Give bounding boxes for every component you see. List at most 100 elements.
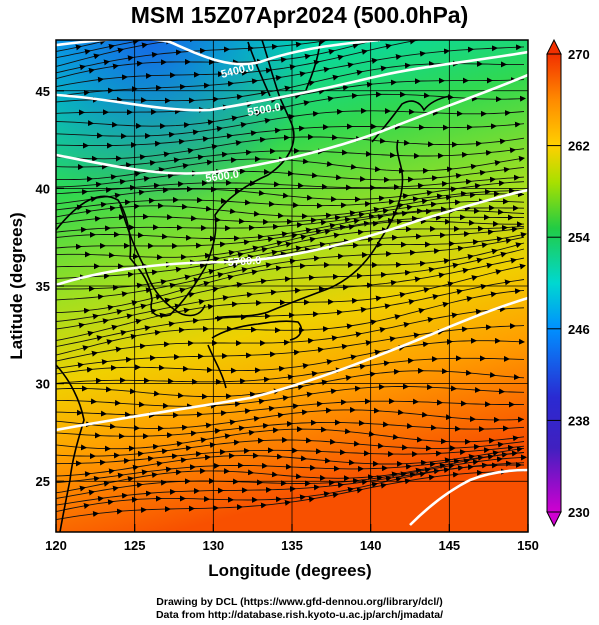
- page-title: MSM 15Z07Apr2024 (500.0hPa): [130, 2, 469, 28]
- wind-arrow: [295, 245, 302, 252]
- wind-arrow: [490, 291, 497, 298]
- streamline: [56, 157, 525, 181]
- wind-arrow: [278, 365, 285, 372]
- wind-arrow: [359, 363, 366, 370]
- wind-arrow: [271, 249, 278, 256]
- wind-arrow: [518, 155, 525, 162]
- wind-arrow: [246, 291, 253, 298]
- wind-arrow: [406, 204, 413, 211]
- wind-arrow: [321, 379, 328, 386]
- wind-arrow: [252, 245, 259, 252]
- wind-arrow: [237, 251, 244, 258]
- wind-arrow: [103, 59, 110, 66]
- wind-arrow: [235, 140, 242, 146]
- wind-arrow: [423, 287, 430, 293]
- wind-arrow: [331, 335, 338, 342]
- wind-arrow: [151, 269, 158, 276]
- wind-arrow: [92, 511, 99, 517]
- wind-arrow: [433, 248, 440, 255]
- wind-arrow: [380, 482, 387, 489]
- x-tick-label: 150: [517, 538, 539, 553]
- wind-arrow: [281, 231, 288, 238]
- x-tick-label: 145: [438, 538, 460, 553]
- wind-arrow: [503, 166, 510, 173]
- wind-arrow: [413, 332, 420, 339]
- wind-arrow: [171, 453, 178, 460]
- wind-arrow: [183, 307, 190, 314]
- wind-arrow: [234, 401, 241, 408]
- credit-data: Data from http://database.rish.kyoto-u.a…: [155, 609, 444, 621]
- wind-arrow: [240, 121, 247, 128]
- wind-arrow: [164, 297, 171, 304]
- wind-arrow: [346, 323, 353, 330]
- wind-arrow: [94, 215, 101, 222]
- wind-arrow: [83, 503, 90, 509]
- wind-arrow: [347, 486, 354, 493]
- wind-arrow: [499, 138, 506, 145]
- y-tick-label: 45: [36, 84, 50, 99]
- wind-arrow: [88, 489, 95, 496]
- wind-arrow: [149, 160, 156, 166]
- wind-arrow: [512, 5, 517, 6]
- wind-arrow: [337, 482, 344, 489]
- wind-arrow: [404, 269, 411, 276]
- wind-arrow: [143, 175, 150, 182]
- wind-arrow: [311, 370, 318, 377]
- wind-arrow: [344, 428, 351, 435]
- wind-arrow: [217, 272, 224, 279]
- wind-arrow: [209, 442, 216, 449]
- wind-arrow: [357, 229, 364, 236]
- wind-arrow: [176, 440, 183, 447]
- colorbar-min-triangle: [546, 511, 562, 528]
- wind-arrow: [479, 169, 486, 176]
- wind-arrow: [147, 455, 154, 462]
- wind-arrow: [182, 163, 189, 169]
- wind-arrow: [366, 81, 373, 88]
- wind-arrow: [262, 422, 269, 429]
- wind-arrow: [130, 333, 137, 340]
- wind-arrow: [368, 32, 373, 33]
- wind-arrow: [428, 474, 435, 481]
- wind-arrow: [200, 437, 207, 444]
- wind-arrow: [397, 202, 404, 209]
- wind-arrow: [402, 193, 409, 200]
- wind-arrow: [457, 245, 464, 252]
- height-contours: [56, 40, 528, 526]
- wind-arrow: [257, 234, 264, 240]
- wind-arrow: [419, 50, 426, 57]
- wind-arrow: [470, 163, 477, 170]
- wind-arrow: [181, 33, 186, 34]
- wind-arrow: [368, 430, 375, 437]
- wind-arrow: [352, 43, 359, 49]
- wind-arrow: [426, 190, 433, 196]
- wind-arrow: [439, 463, 446, 469]
- wind-arrow: [443, 48, 450, 55]
- wind-arrow: [207, 303, 214, 310]
- map-gridlines: [56, 40, 528, 532]
- wind-arrow: [187, 147, 194, 154]
- wind-arrow: [84, 471, 91, 478]
- wind-arrow: [464, 11, 469, 12]
- map-axes: 120 125 130 135 140 145 150 25 30 35 40 45: [36, 84, 539, 553]
- wind-arrow: [114, 192, 121, 199]
- wind-arrow: [151, 472, 158, 479]
- wind-arrow: [282, 395, 289, 402]
- wind-arrow: [511, 226, 518, 233]
- x-axis-label: Longitude (degrees): [208, 561, 371, 580]
- streamline: [56, 257, 525, 330]
- wind-arrow: [126, 313, 133, 320]
- wind-arrow: [229, 419, 236, 426]
- y-axis-label: Latitude (degrees): [7, 212, 26, 359]
- wind-arrow: [294, 92, 301, 99]
- wind-arrow: [443, 467, 450, 474]
- wind-arrow: [380, 65, 387, 72]
- wind-arrow: [289, 64, 296, 71]
- wind-arrow: [87, 330, 94, 337]
- wind-arrow: [297, 384, 304, 391]
- wind-arrow: [324, 228, 331, 235]
- wind-arrow: [121, 492, 128, 499]
- wind-arrow: [301, 409, 308, 416]
- wind-arrow: [364, 10, 369, 11]
- wind-arrow: [227, 274, 234, 281]
- wind-arrow: [317, 346, 324, 353]
